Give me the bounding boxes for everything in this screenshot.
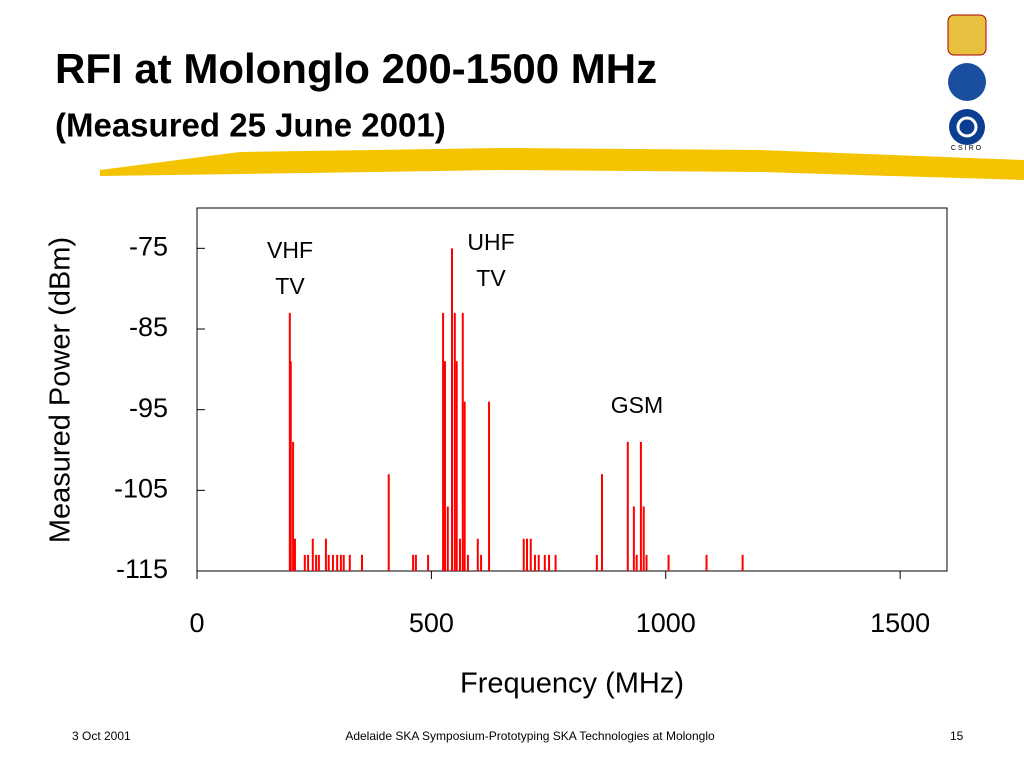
x-axis-label: Frequency (MHz) (460, 668, 684, 700)
x-tick-label: 0 (189, 608, 204, 638)
logo-circle (948, 63, 986, 101)
annotation: GSM (611, 392, 663, 418)
annotation: TV (476, 265, 506, 291)
footer-page: 15 (950, 729, 964, 743)
logo-csiro (949, 109, 985, 145)
logo-text: CSIRO (951, 145, 983, 152)
footer-date: 3 Oct 2001 (72, 729, 131, 743)
footer-center: Adelaide SKA Symposium-Prototyping SKA T… (345, 729, 715, 743)
y-tick-label: -95 (129, 393, 168, 423)
y-tick-label: -75 (129, 231, 168, 261)
logos: CSIRO (947, 14, 987, 152)
logo-csiro-ring (956, 116, 978, 138)
logo-shield (947, 14, 987, 56)
x-tick-label: 1500 (870, 608, 930, 638)
brush-stroke (100, 148, 1024, 180)
x-tick-label: 1000 (636, 608, 696, 638)
slide-subtitle: (Measured 25 June 2001) (55, 107, 446, 144)
chart: -75 -85 -95 -105 -115 0 500 1000 1500 Frequency (… (45, 229, 931, 700)
slide-title: RFI at Molonglo 200-1500 MHz (55, 45, 657, 92)
y-tick-label: -85 (129, 312, 168, 342)
annotation: TV (275, 273, 305, 299)
x-tick-label: 500 (409, 608, 454, 638)
y-tick-label: -105 (114, 473, 168, 503)
annotation: VHF (267, 237, 313, 263)
y-tick-label: -115 (116, 554, 168, 584)
plot-frame (196, 207, 948, 572)
y-axis-label: Measured Power (dBm) (45, 237, 77, 543)
annotation: UHF (467, 229, 514, 255)
